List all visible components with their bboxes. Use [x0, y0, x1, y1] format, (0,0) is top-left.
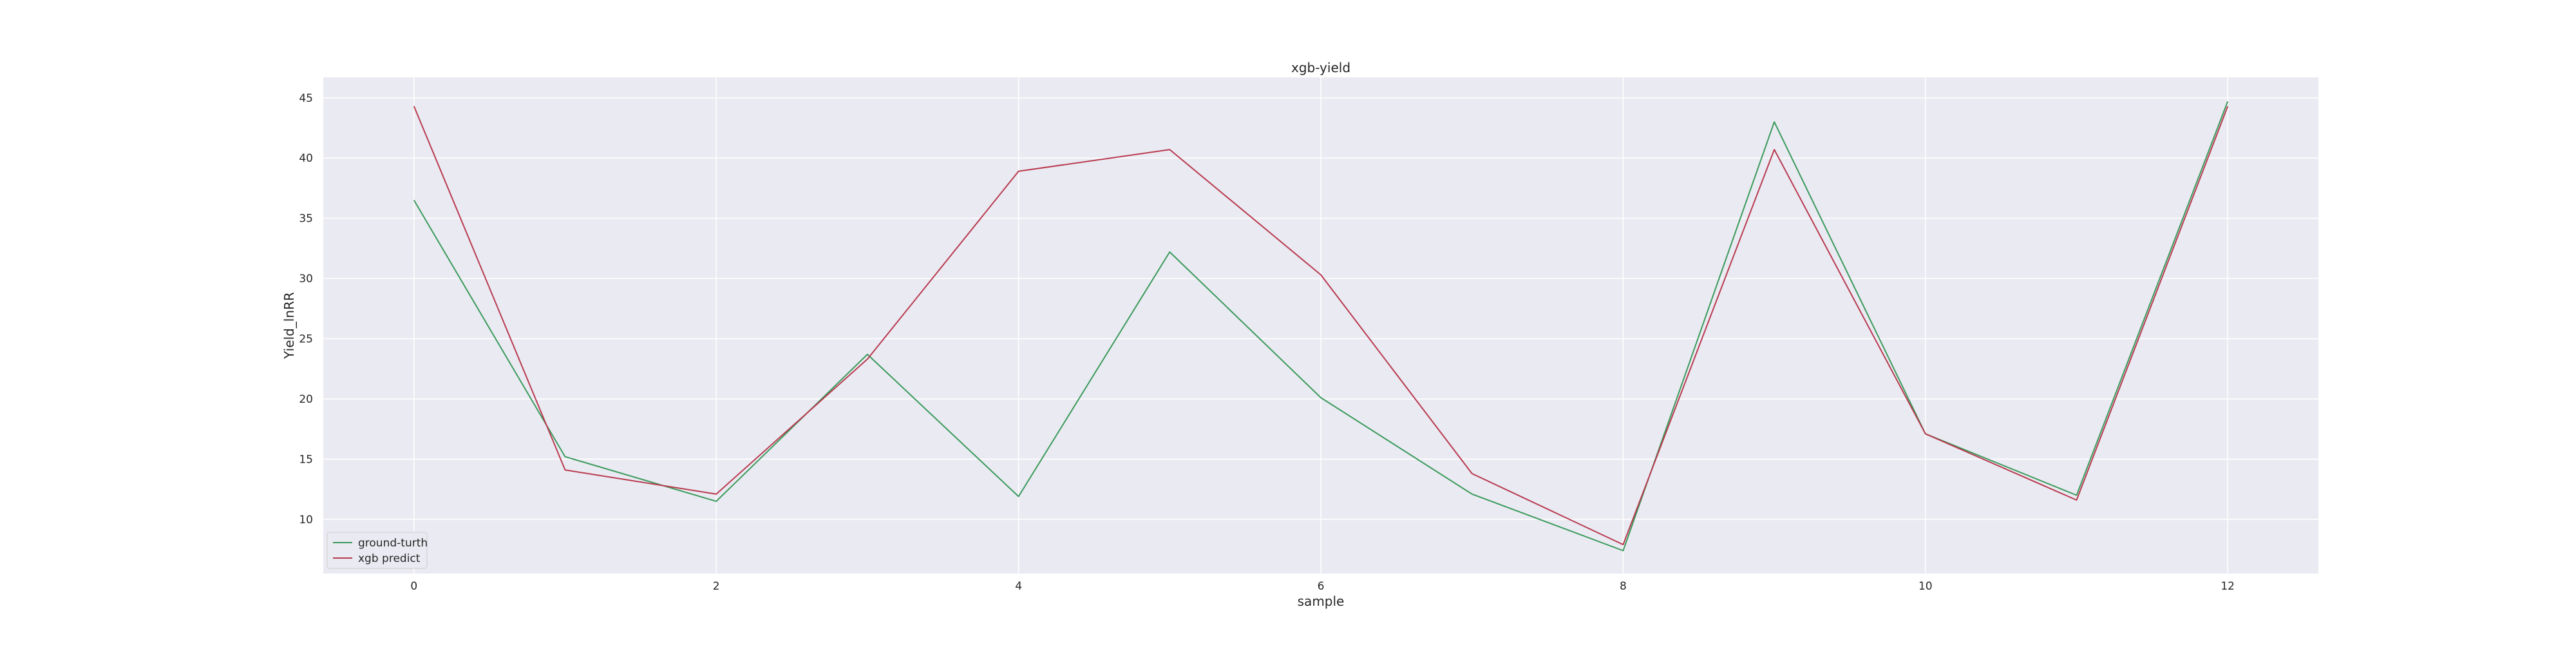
x-tick-label: 6 [1318, 580, 1325, 593]
legend-label-xgb-predict: xgb predict [358, 552, 421, 565]
y-axis-label: Yield_lnRR [281, 292, 297, 360]
legend: ground-turth xgb predict [327, 532, 428, 569]
x-tick-label: 2 [713, 580, 720, 593]
chart-title: xgb-yield [1291, 60, 1350, 75]
y-tick-label: 30 [299, 273, 313, 285]
x-tick-label: 12 [2221, 580, 2235, 593]
x-tick-label: 10 [1918, 580, 1933, 593]
y-tick-label: 10 [299, 514, 313, 526]
series-line-xgb-predict [413, 106, 2229, 546]
y-tick-label: 45 [299, 92, 313, 105]
y-tick-label: 35 [299, 213, 313, 226]
legend-label-ground-turth: ground-turth [358, 537, 428, 550]
grid-lines [323, 77, 2318, 574]
legend-box [327, 532, 428, 569]
x-tick-label: 8 [1620, 580, 1627, 593]
x-tick-label: 0 [410, 580, 417, 593]
y-tick-label: 20 [299, 393, 313, 406]
tick-labels: 0 2 4 6 8 10 12 10 15 20 25 30 35 40 45 [299, 92, 2235, 593]
x-tick-label: 4 [1015, 580, 1022, 593]
series-lines [413, 101, 2229, 552]
y-tick-label: 40 [299, 152, 313, 165]
y-tick-label: 15 [299, 453, 313, 466]
x-axis-label: sample [1298, 594, 1345, 609]
y-tick-label: 25 [299, 333, 313, 346]
